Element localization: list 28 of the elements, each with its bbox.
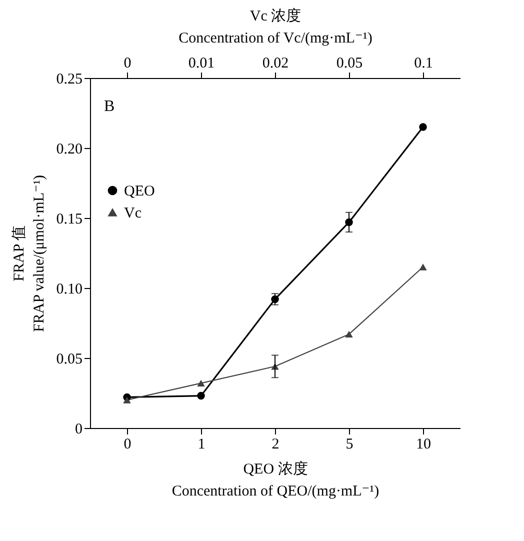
y-tick-label: 0.25 [56, 72, 82, 88]
y-axis-title: FRAP 值 FRAP value/(μmol·mL⁻¹) [11, 175, 48, 332]
y-tick-label: 0.20 [56, 142, 82, 158]
y-tick-label: 0.10 [56, 282, 82, 298]
text: 0.02 [262, 56, 289, 72]
y-tick-label: 0.15 [56, 212, 82, 228]
point [419, 123, 427, 131]
x-tick-label: 2 [272, 436, 280, 452]
x-tick-label: 10 [416, 436, 431, 452]
legend-label: Vc [124, 206, 142, 222]
text: 0 [124, 56, 132, 72]
text: 0.1 [414, 56, 433, 72]
point [123, 396, 131, 404]
y-tick-label: 0 [75, 422, 82, 438]
annotation: B [104, 98, 115, 115]
x-tick-label: 0 [124, 436, 132, 452]
x2-axis-title: Vc 浓度 Concentration of Vc/(mg·mL⁻¹) [178, 8, 372, 46]
text: 0.01 [188, 56, 215, 72]
legend-label: QEO [124, 184, 155, 200]
x-tick-label: 5 [346, 436, 354, 452]
point [419, 264, 427, 270]
x-axis-title: QEO 浓度 Concentration of QEO/(mg·mL⁻¹) [172, 460, 380, 500]
text: 0.05 [336, 56, 363, 72]
point [345, 330, 353, 338]
point [197, 380, 205, 387]
x-tick-label: 1 [198, 436, 206, 452]
point [197, 392, 205, 400]
y-tick-label: 0.05 [56, 352, 82, 368]
